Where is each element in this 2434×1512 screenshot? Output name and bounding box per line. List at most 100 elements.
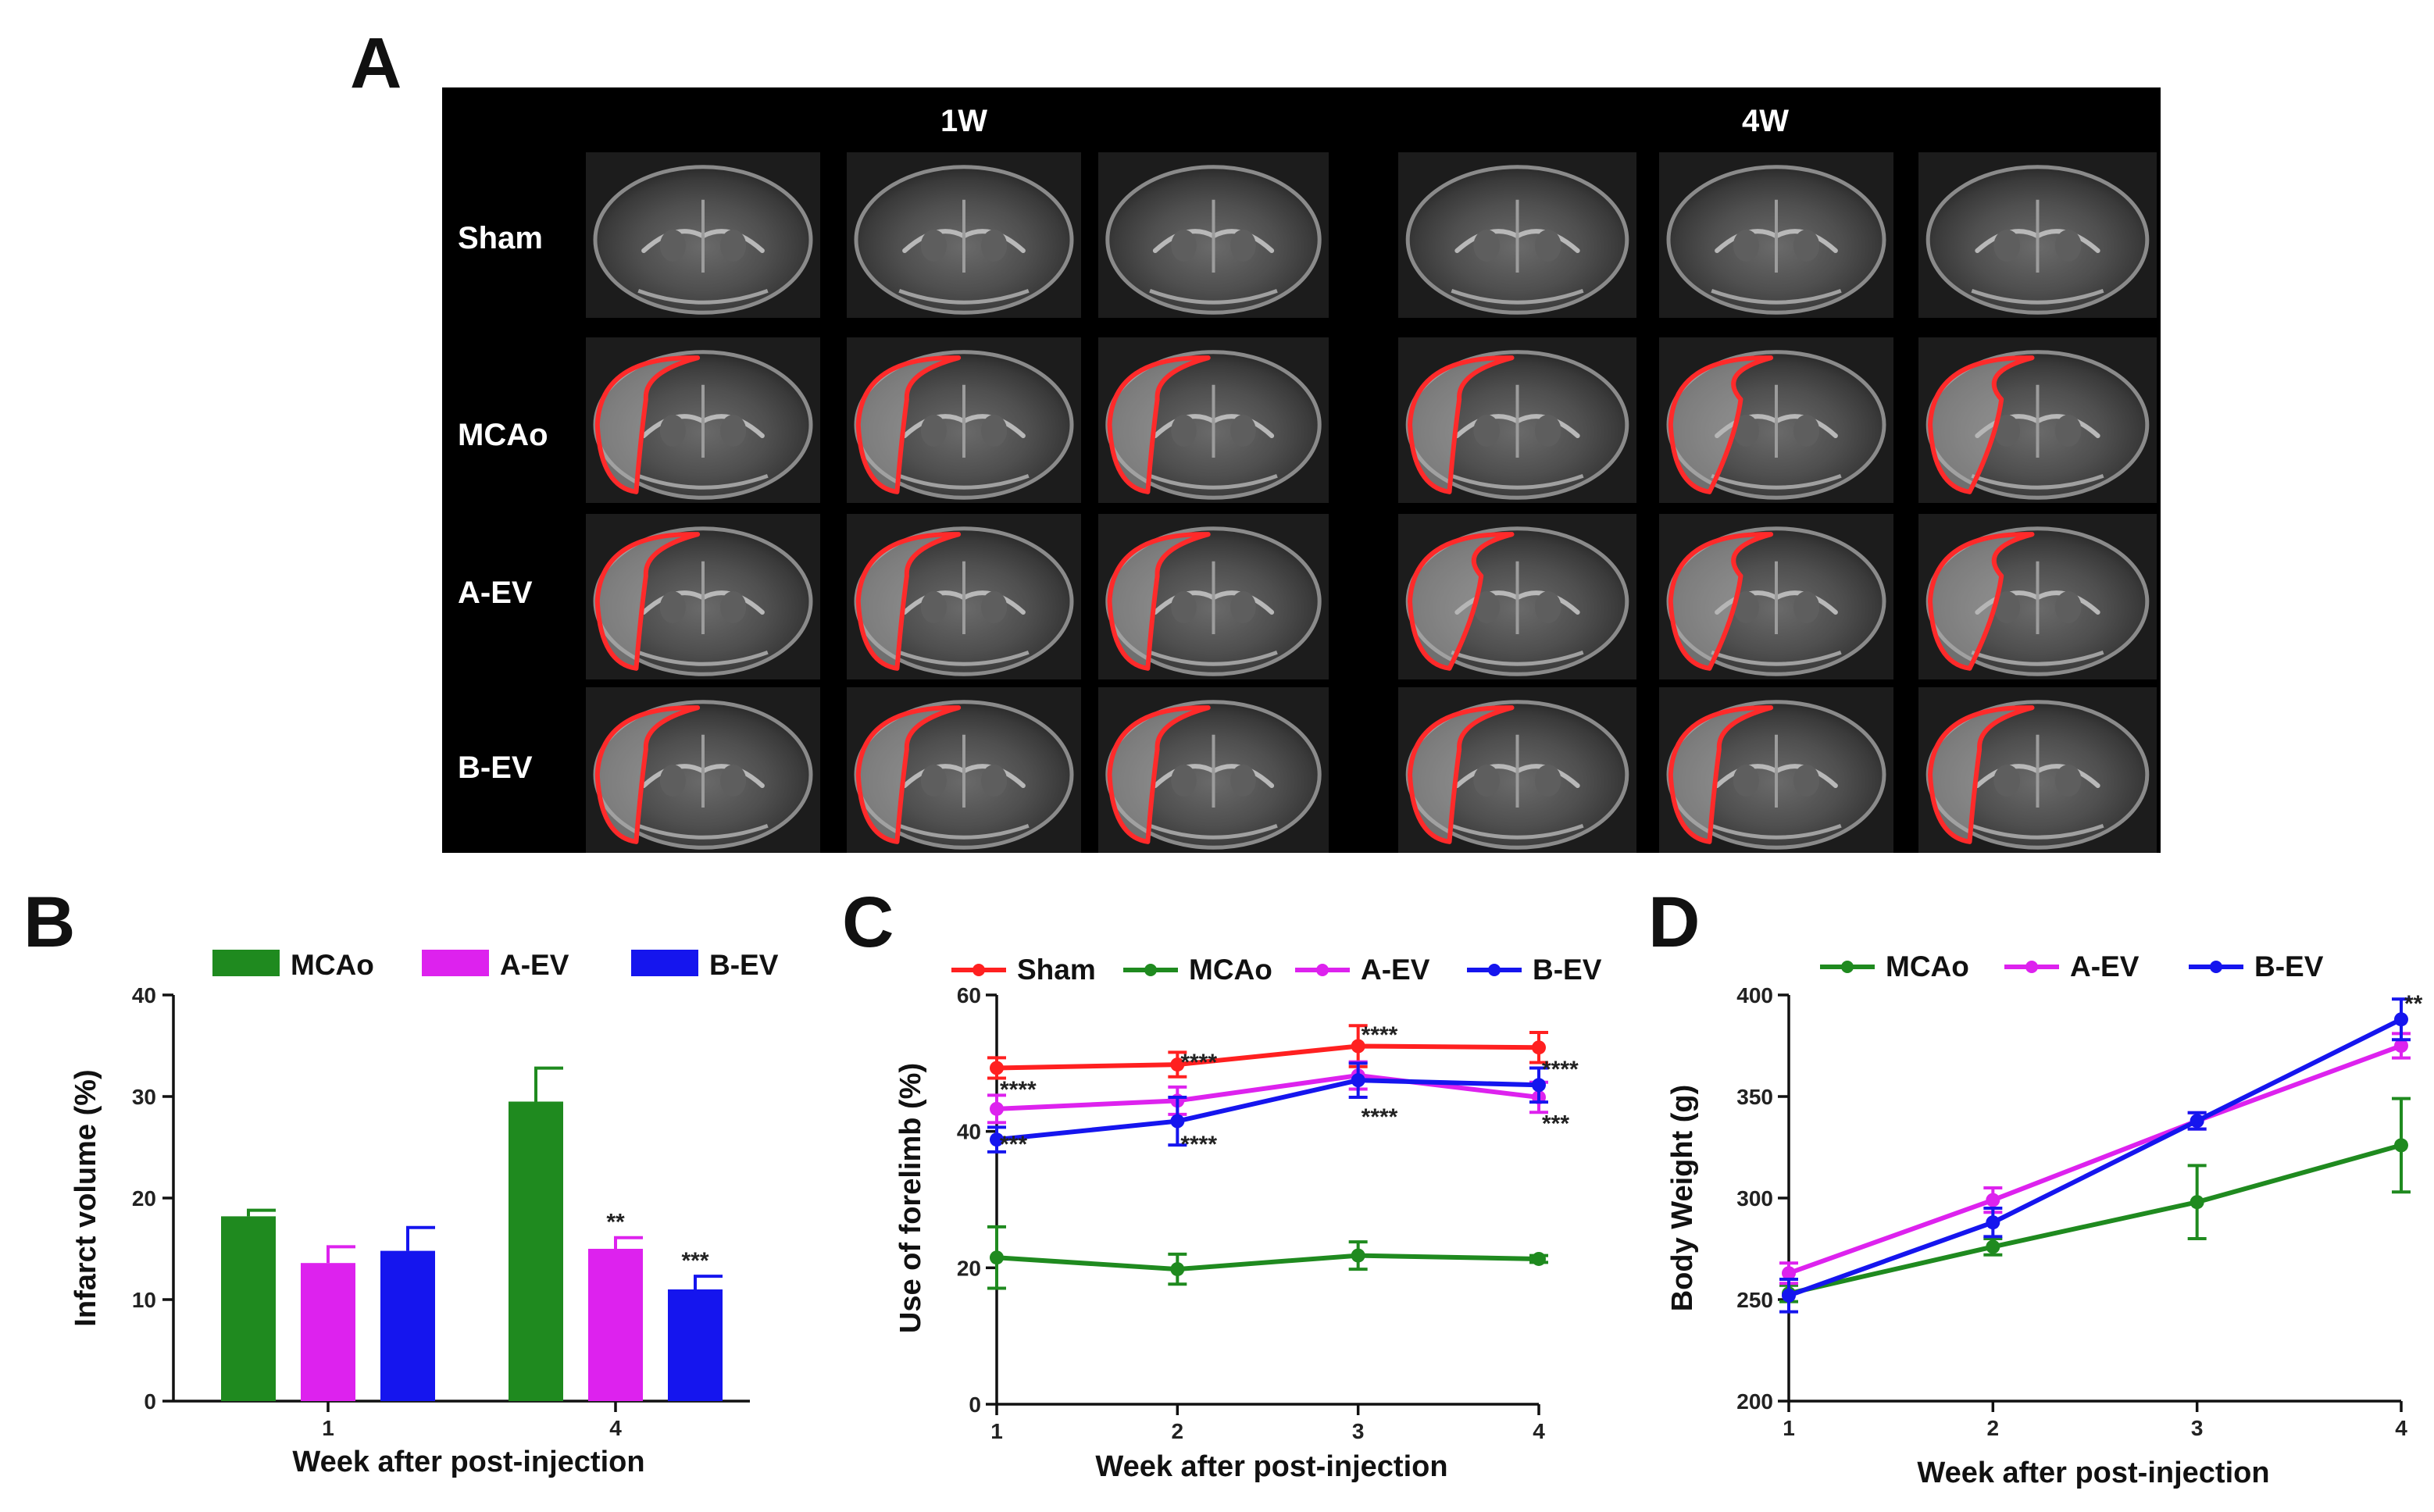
legend-marker-mcao <box>1841 961 1854 973</box>
series-b-ev <box>987 1061 1548 1154</box>
legend-marker-mcao <box>1144 964 1157 976</box>
legend-swatch-mcao <box>212 950 280 976</box>
panel-a-letter: A <box>350 23 402 103</box>
mri-slice-b-ev-4w-a <box>1398 687 1636 853</box>
y-tick-label: 350 <box>1736 1085 1773 1109</box>
series-mcao <box>1779 1097 2411 1303</box>
data-point-b-ev <box>1351 1073 1365 1088</box>
data-point-mcao <box>1170 1262 1185 1277</box>
infarct-outline <box>1928 532 2035 671</box>
data-point-a-ev <box>1986 1193 2000 1207</box>
y-axis-title: Body Weight (g) <box>1666 1085 1699 1312</box>
significance-marker: **** <box>1362 1104 1398 1130</box>
y-tick-label: 60 <box>957 983 981 1007</box>
y-tick-label: 20 <box>132 1186 156 1211</box>
data-point-mcao <box>1351 1248 1365 1263</box>
y-tick-label: 0 <box>969 1393 981 1417</box>
infarct-outline <box>1668 355 1774 494</box>
mri-slice-sham-1w-c <box>1098 152 1329 318</box>
data-point-b-ev <box>990 1132 1004 1147</box>
mri-slice-mcao-1w-c <box>1098 337 1329 503</box>
x-tick-label: 2 <box>1172 1419 1184 1443</box>
column-group-1w: 1W <box>940 104 987 138</box>
x-axis-title: Week after post-injection <box>292 1446 644 1478</box>
data-point-mcao <box>1532 1251 1546 1266</box>
data-point-sham <box>990 1061 1004 1075</box>
significance-marker: ** <box>2404 991 2423 1017</box>
data-point-b-ev <box>1532 1078 1546 1093</box>
data-point-a-ev <box>1782 1266 1796 1281</box>
mri-slice-mcao-4w-a <box>1398 337 1636 503</box>
y-tick-label: 20 <box>957 1256 981 1280</box>
infarct-outline <box>1107 532 1211 671</box>
infarct-outline <box>1107 355 1211 494</box>
series-line-b-ev <box>996 1078 1540 1143</box>
y-tick-label: 400 <box>1736 983 1773 1007</box>
mri-slice-mcao-1w-b <box>847 337 1081 503</box>
series-line-sham <box>996 1043 1540 1071</box>
data-point-a-ev <box>2394 1039 2408 1053</box>
mri-slice-a-ev-1w-a <box>586 514 820 679</box>
legend-label-a-ev: A-EV <box>2070 950 2140 982</box>
legend-swatch-a-ev <box>422 950 489 976</box>
series-mcao <box>987 1225 1548 1290</box>
significance-marker: **** <box>1180 1132 1217 1157</box>
row-label-sham: Sham <box>458 221 543 255</box>
mri-slice-b-ev-4w-c <box>1918 687 2157 853</box>
significance-marker: *** <box>1542 1111 1569 1137</box>
infarct-outline <box>1107 705 1211 844</box>
data-point-mcao <box>1986 1239 2000 1254</box>
series-line-mcao <box>1788 1143 2402 1296</box>
legend-marker-b-ev <box>2210 961 2222 973</box>
y-tick-label: 200 <box>1736 1389 1773 1414</box>
infarct-outline <box>1668 705 1774 844</box>
significance-marker: ** <box>606 1210 625 1236</box>
infarct-outline <box>855 705 962 844</box>
significance-marker: **** <box>1180 1050 1217 1075</box>
data-point-b-ev <box>2394 1012 2408 1027</box>
legend-label-mcao: MCAo <box>291 949 374 981</box>
significance-marker: *** <box>1000 1132 1027 1157</box>
mri-slice-mcao-1w-a <box>586 337 820 503</box>
data-point-b-ev <box>1782 1288 1796 1303</box>
mri-slice-sham-1w-a <box>586 152 820 318</box>
column-group-4w: 4W <box>1742 104 1789 138</box>
data-point-b-ev <box>1986 1215 2000 1230</box>
y-tick-label: 30 <box>132 1085 156 1109</box>
legend-marker-b-ev <box>1488 964 1501 976</box>
y-axis-title: Use of forelimb (%) <box>894 1063 927 1333</box>
x-tick-label: 1 <box>1783 1416 1795 1440</box>
data-point-sham <box>1351 1039 1365 1054</box>
row-label-b-ev: B-EV <box>458 751 533 785</box>
data-point-b-ev <box>2190 1114 2204 1129</box>
panel-b-letter: B <box>23 883 75 962</box>
mri-slice-sham-4w-b <box>1659 152 1893 318</box>
mri-image-grid <box>586 152 2157 853</box>
series-a-ev <box>1779 1032 2411 1286</box>
mri-slice-b-ev-1w-c <box>1098 687 1329 853</box>
bar-b-ev-week-4 <box>668 1289 723 1401</box>
x-tick-label: 1 <box>322 1416 334 1440</box>
mri-slice-a-ev-4w-a <box>1398 514 1636 679</box>
row-label-mcao: MCAo <box>458 418 548 452</box>
x-tick-label: 4 <box>1533 1419 1545 1443</box>
bar-mcao-week-1 <box>221 1216 276 1401</box>
infarct-outline <box>1408 532 1515 671</box>
infarct-outline <box>594 532 701 671</box>
infarct-outline <box>855 355 962 494</box>
panel-d-letter: D <box>1648 883 1700 962</box>
mri-slice-b-ev-1w-a <box>586 687 820 853</box>
panel-c-letter: C <box>842 883 894 962</box>
bar-mcao-week-4 <box>509 1101 563 1401</box>
significance-marker: **** <box>1542 1057 1579 1082</box>
infarct-outline <box>1928 705 2035 844</box>
legend-label-b-ev: B-EV <box>1533 954 1602 986</box>
infarct-outline <box>855 532 962 671</box>
series-line-a-ev <box>996 1073 1540 1111</box>
chart-d-body-weight: 200 250 300 350 400 1 2 3 4 ** Week after post-inj… <box>1666 950 2423 1489</box>
series-sham <box>987 1024 1548 1080</box>
y-axis-title: Infarct volume (%) <box>70 1069 102 1326</box>
legend-label-a-ev: A-EV <box>1361 954 1430 986</box>
significance-marker: **** <box>1000 1077 1037 1103</box>
